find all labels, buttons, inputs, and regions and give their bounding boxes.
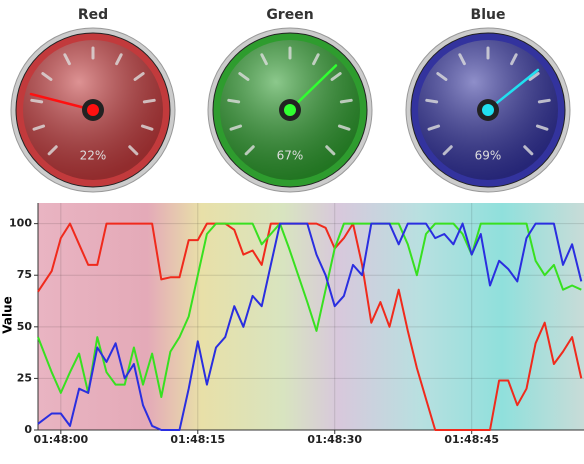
gauge-value-label: 69% xyxy=(475,149,502,163)
gauge-tick xyxy=(312,53,320,66)
gauge-tick xyxy=(133,72,145,81)
series-line xyxy=(37,222,583,431)
gauge-tick xyxy=(142,98,156,104)
gauge-title: Red xyxy=(78,7,108,23)
x-tick-label: 01:48:45 xyxy=(444,433,499,446)
gauge-tick xyxy=(229,124,243,131)
gauge-tick xyxy=(260,53,268,66)
gauge-tick xyxy=(339,98,353,104)
gauge-title: Green xyxy=(266,7,313,23)
x-tick-label: 01:48:15 xyxy=(170,433,225,446)
gauge-tick xyxy=(510,53,518,66)
series-line xyxy=(37,222,582,398)
gauge-tick xyxy=(41,72,53,81)
gauge-tick xyxy=(537,98,551,104)
gauge-tick xyxy=(47,145,58,156)
gauge-tick xyxy=(436,72,448,81)
gauge-tick xyxy=(128,145,139,156)
gauge-hub-light xyxy=(284,104,296,116)
gauge-tick xyxy=(238,72,250,81)
y-axis-label: Value xyxy=(1,296,15,334)
gauge-tick xyxy=(425,98,439,104)
gauge-title: Blue xyxy=(471,7,506,23)
y-tick-label: 100 xyxy=(9,217,32,230)
y-tick-label: 75 xyxy=(17,268,32,281)
gauge-tick xyxy=(30,98,44,104)
y-tick-label: 25 xyxy=(17,371,32,384)
gauge-tick xyxy=(427,124,441,131)
gauge-tick xyxy=(330,72,342,81)
gauge-tick xyxy=(325,145,336,156)
series-line xyxy=(37,222,583,431)
gauge-tick xyxy=(63,53,71,66)
gauge-hub-light xyxy=(87,104,99,116)
y-tick-label: 50 xyxy=(17,320,33,333)
gauge-tick xyxy=(528,72,540,81)
gauge-tick xyxy=(140,124,154,131)
gauge-value-label: 67% xyxy=(277,149,304,163)
gauge-hub-light xyxy=(482,104,494,116)
gauge-tick xyxy=(442,145,453,156)
gauge-tick xyxy=(535,124,549,131)
gauge-tick xyxy=(32,124,46,131)
gauge-tick xyxy=(523,145,534,156)
x-tick-label: 01:48:30 xyxy=(307,433,362,446)
gauge-tick xyxy=(337,124,351,131)
gauge-tick xyxy=(227,98,241,104)
gauge-tick xyxy=(115,53,123,66)
gauge-tick xyxy=(458,53,466,66)
x-tick-label: 01:48:00 xyxy=(33,433,88,446)
y-tick-label: 0 xyxy=(24,423,32,436)
gauge-tick xyxy=(244,145,255,156)
gauge-value-label: 22% xyxy=(80,149,107,163)
